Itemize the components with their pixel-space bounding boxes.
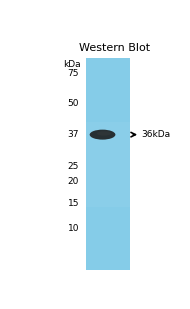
Text: 37: 37 <box>67 130 79 139</box>
Text: kDa: kDa <box>63 60 80 69</box>
Text: 75: 75 <box>67 70 79 78</box>
Text: Western Blot: Western Blot <box>79 43 151 53</box>
Bar <box>86 122 130 207</box>
Text: 20: 20 <box>68 176 79 185</box>
Text: 10: 10 <box>67 224 79 233</box>
Text: 15: 15 <box>67 199 79 208</box>
Ellipse shape <box>90 130 115 140</box>
Text: 50: 50 <box>67 99 79 108</box>
Text: 36kDa: 36kDa <box>141 130 170 139</box>
Text: 25: 25 <box>68 162 79 171</box>
Ellipse shape <box>97 131 111 136</box>
Bar <box>86 58 130 270</box>
